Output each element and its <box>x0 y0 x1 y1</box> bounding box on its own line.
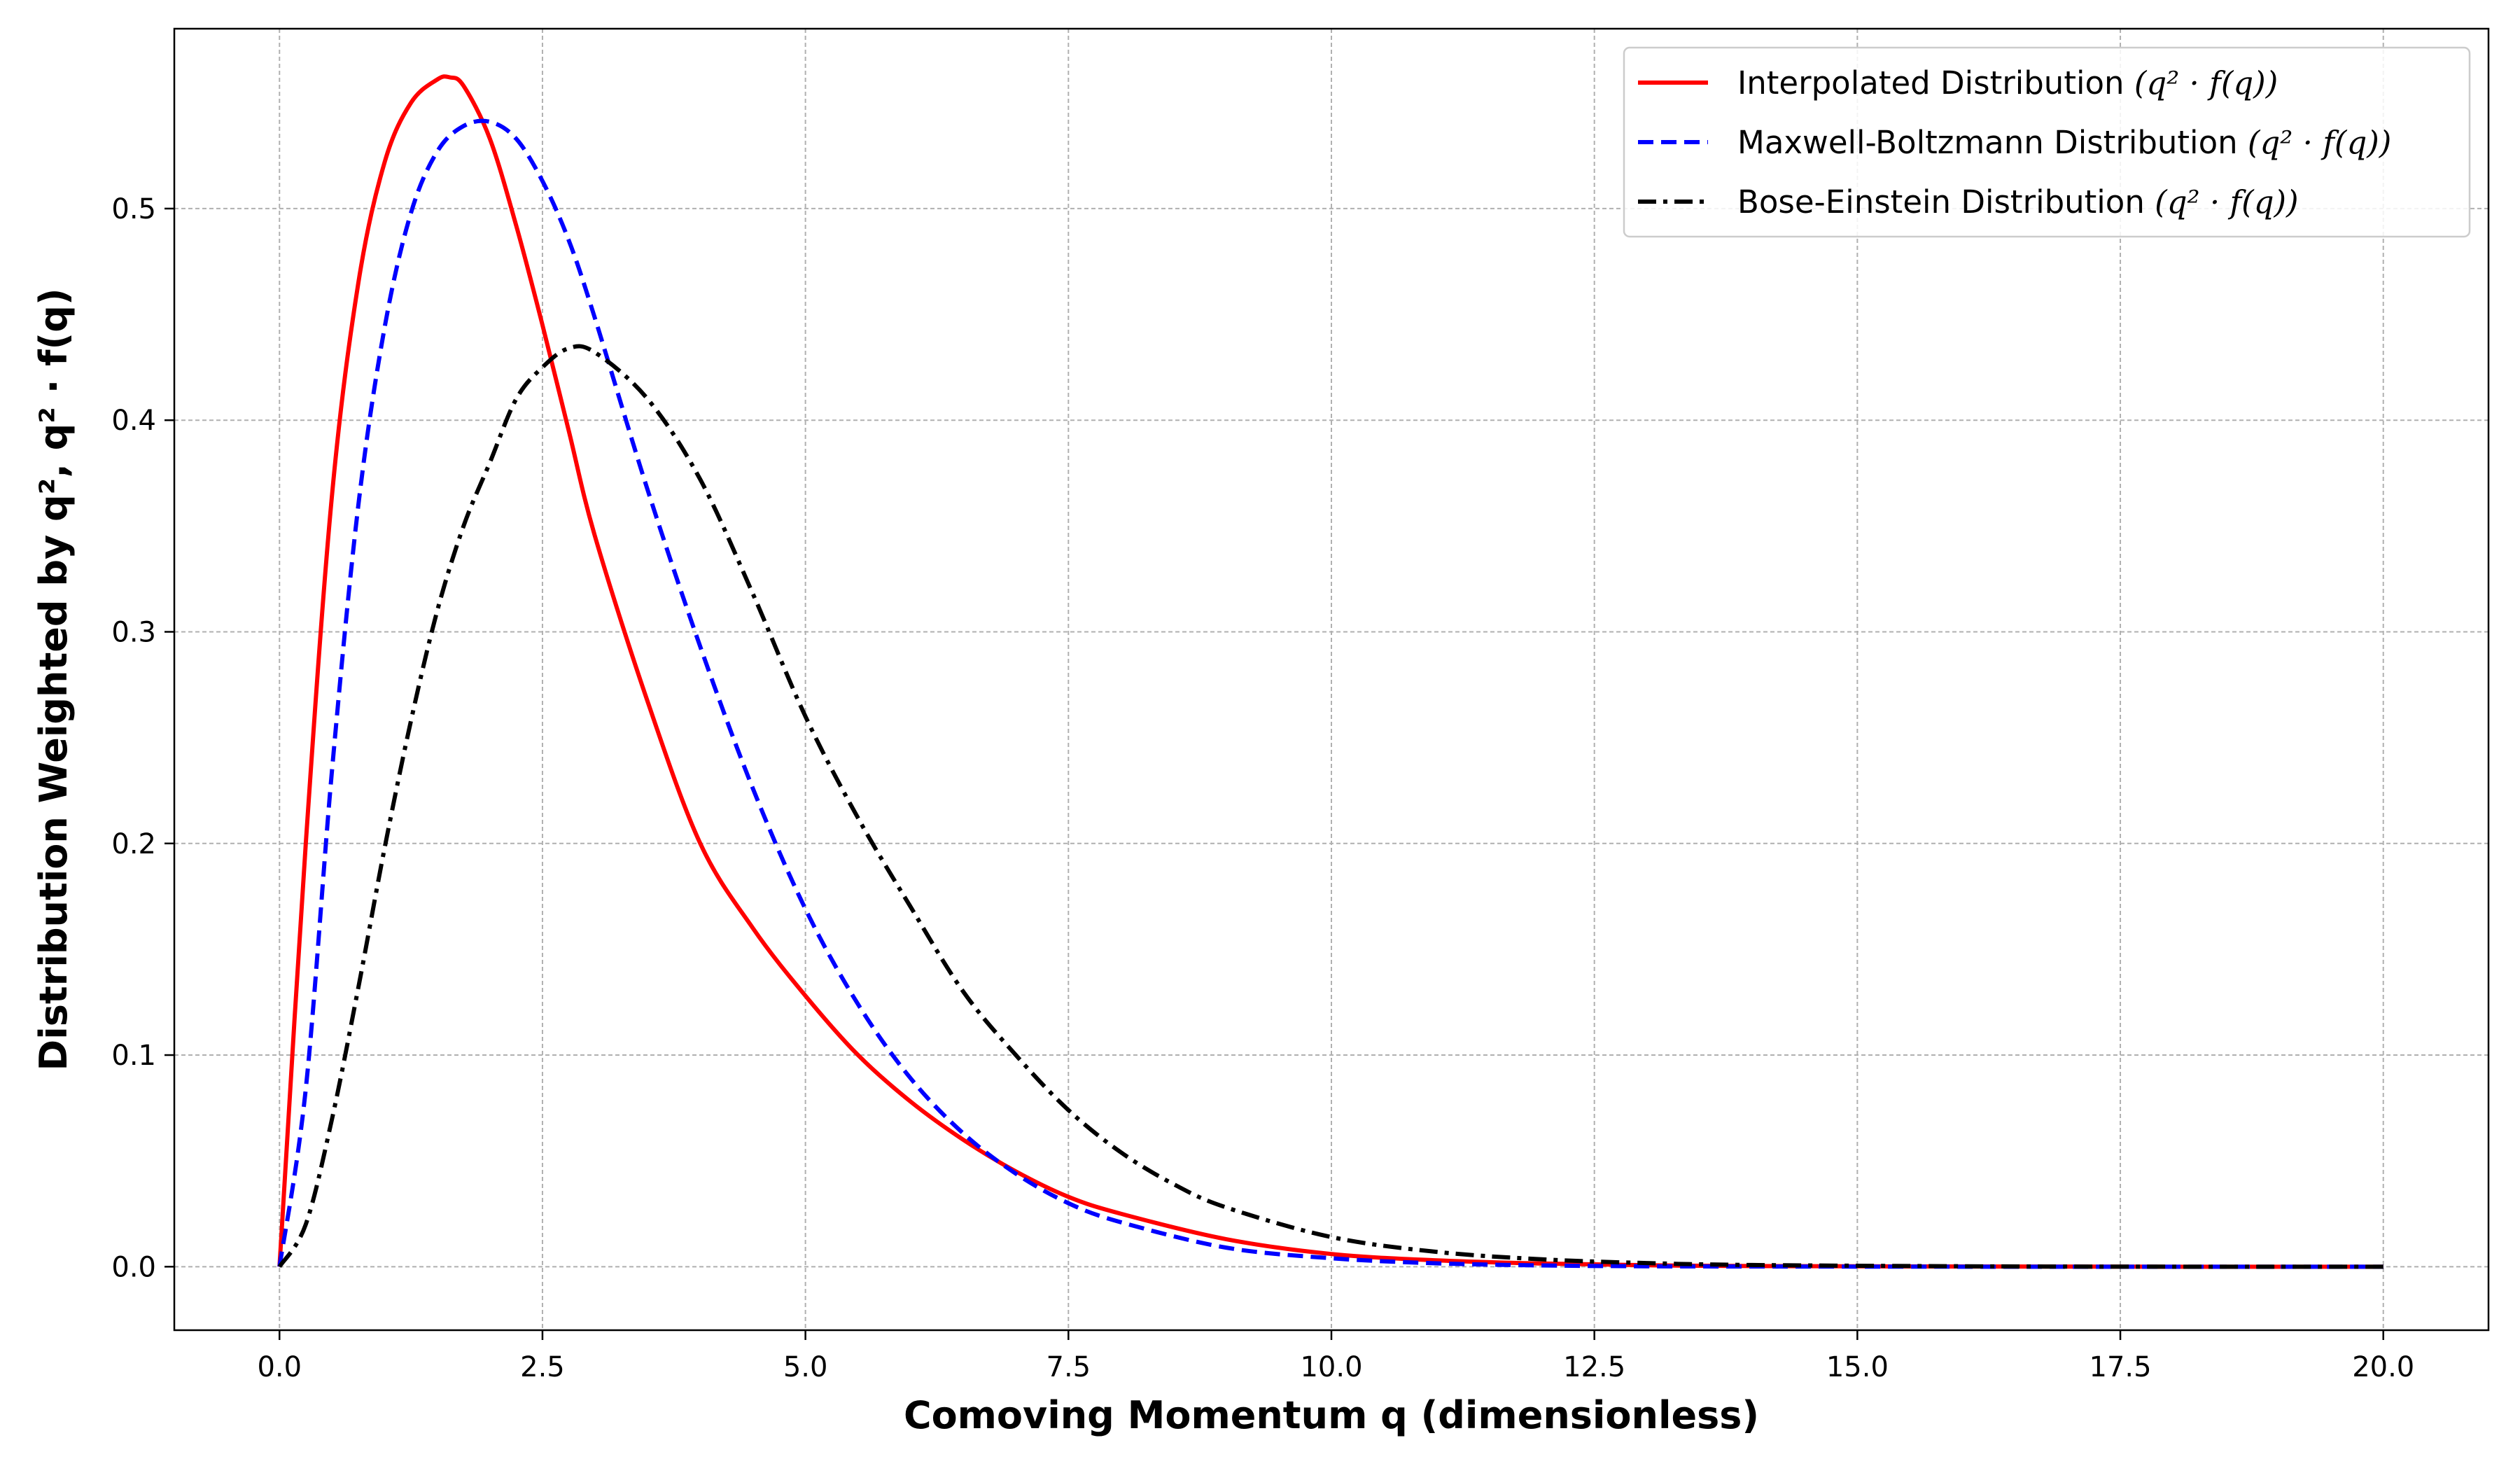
x-tick-label: 20.0 <box>2352 1351 2414 1383</box>
x-tick-label: 10.0 <box>1300 1351 1362 1383</box>
y-tick-label: 0.1 <box>111 1040 156 1072</box>
x-tick-label: 17.5 <box>2090 1351 2152 1383</box>
y-tick-label: 0.4 <box>111 405 156 437</box>
x-tick-label: 15.0 <box>1826 1351 1889 1383</box>
y-tick-label: 0.5 <box>111 193 156 225</box>
legend-math: (q² · f(q)) <box>2248 124 2391 161</box>
y-tick-label: 0.3 <box>111 616 156 648</box>
legend-box <box>1623 46 2471 238</box>
legend-entry-2: Maxwell-Boltzmann Distribution (q² · f(q… <box>1737 124 2391 161</box>
series-line-2 <box>277 118 2384 1269</box>
x-tick-label: 7.5 <box>1046 1351 1091 1383</box>
legend: Interpolated Distribution (q² · f(q))Max… <box>1623 46 2471 238</box>
y-axis-label: Distribution Weighted by q², q² · f(q) <box>31 288 76 1070</box>
legend-math: (q² · f(q)) <box>2155 183 2298 221</box>
series-line-1 <box>277 74 2384 1269</box>
x-axis-label: Comoving Momentum q (dimensionless) <box>904 1393 1759 1437</box>
legend-label: Bose-Einstein Distribution <box>1737 183 2155 221</box>
x-tick-label: 5.0 <box>783 1351 828 1383</box>
series-lines <box>277 74 2384 1269</box>
y-tick-label: 0.0 <box>111 1251 156 1283</box>
legend-label: Maxwell-Boltzmann Distribution <box>1737 124 2248 161</box>
legend-math: (q² · f(q)) <box>2134 64 2278 102</box>
legend-label: Interpolated Distribution <box>1737 64 2134 102</box>
x-tick-label: 2.5 <box>520 1351 565 1383</box>
legend-entry-3: Bose-Einstein Distribution (q² · f(q)) <box>1737 183 2299 221</box>
axis-ticks: 0.0 2.5 5.0 7.5 10.0 12.5 15.0 17.5 20.0 0.0 0.1 0.… <box>111 193 2414 1383</box>
series-line-3 <box>277 344 2384 1269</box>
y-tick-label: 0.2 <box>111 828 156 860</box>
legend-entry-1: Interpolated Distribution (q² · f(q)) <box>1737 64 2278 102</box>
x-tick-label: 0.0 <box>257 1351 302 1383</box>
x-tick-label: 12.5 <box>1563 1351 1625 1383</box>
